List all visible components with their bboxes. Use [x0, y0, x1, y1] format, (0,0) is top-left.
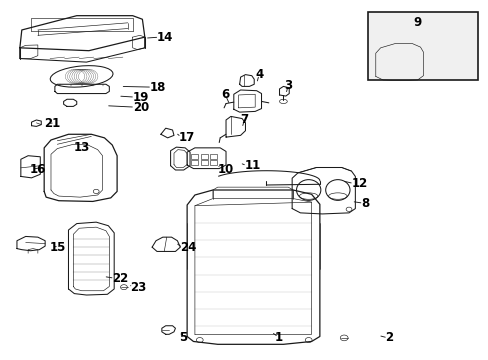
Text: 7: 7	[240, 113, 248, 126]
Bar	[201, 154, 207, 158]
Text: 18: 18	[149, 81, 166, 94]
Text: 16: 16	[30, 163, 46, 176]
Bar	[191, 160, 198, 165]
Text: 11: 11	[244, 159, 260, 172]
Text: 23: 23	[130, 282, 146, 294]
Bar	[210, 154, 217, 158]
Text: 4: 4	[254, 68, 263, 81]
Text: 20: 20	[132, 101, 149, 114]
Text: 14: 14	[157, 31, 173, 44]
Text: 8: 8	[361, 197, 369, 210]
Bar	[191, 154, 198, 158]
Text: 15: 15	[50, 241, 66, 255]
Text: 19: 19	[132, 91, 149, 104]
Text: 24: 24	[180, 241, 196, 255]
Text: 17: 17	[179, 131, 195, 144]
Text: 1: 1	[274, 331, 282, 344]
Text: 10: 10	[217, 163, 234, 176]
Text: 2: 2	[385, 332, 393, 345]
Text: 6: 6	[221, 88, 229, 101]
Text: 21: 21	[44, 117, 61, 130]
Bar	[210, 160, 217, 165]
Text: 9: 9	[412, 16, 420, 29]
Text: 3: 3	[284, 79, 292, 92]
Bar	[368, 12, 477, 80]
Text: 12: 12	[351, 177, 367, 190]
Text: 13: 13	[73, 141, 89, 154]
Bar	[201, 160, 207, 165]
Text: 22: 22	[112, 272, 128, 285]
Text: 5: 5	[179, 332, 187, 345]
